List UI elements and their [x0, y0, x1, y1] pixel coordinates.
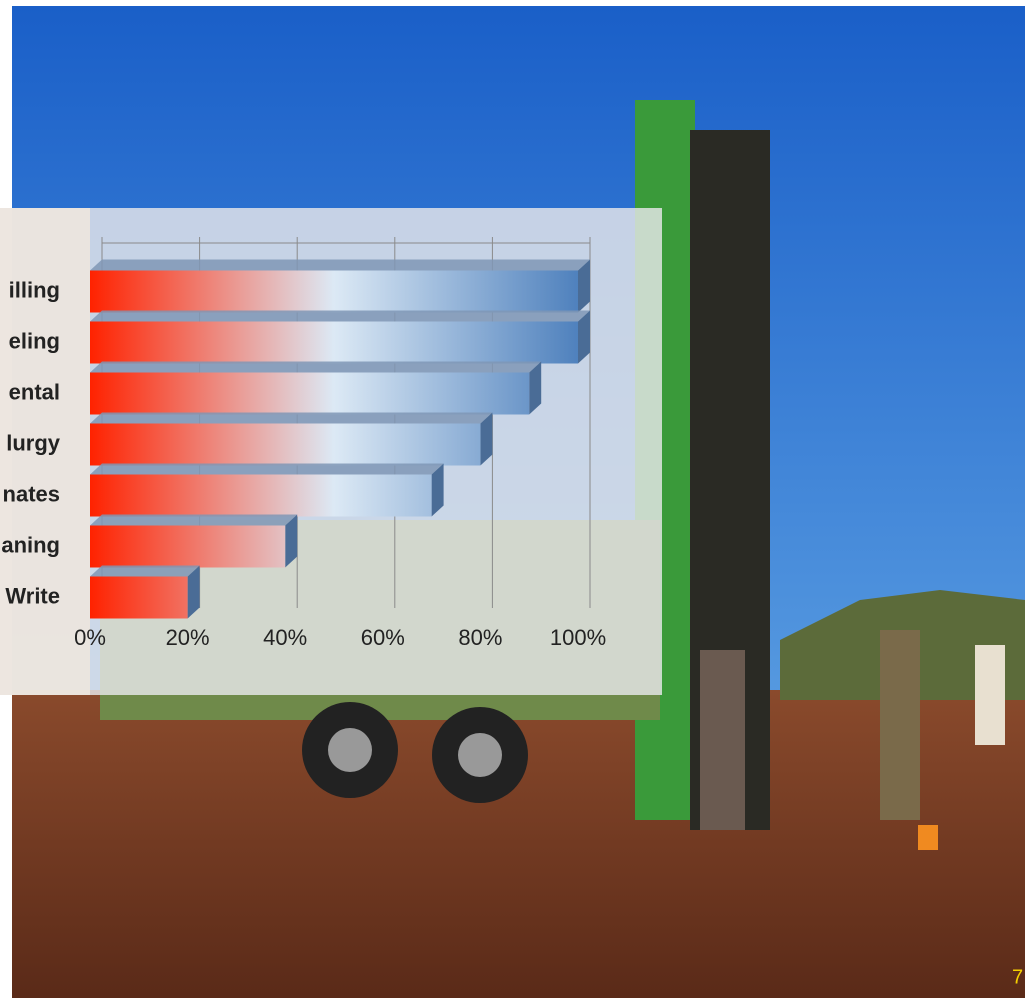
bar-top — [90, 259, 590, 271]
bar-side — [480, 412, 493, 466]
slide-number: 7 — [1012, 966, 1023, 988]
bar — [90, 270, 578, 313]
bar-top — [90, 463, 444, 475]
bar-side — [529, 361, 542, 415]
bar-side — [285, 514, 298, 568]
y-tick-label: eling — [9, 328, 60, 353]
x-tick-label: 80% — [458, 625, 502, 650]
bar-top — [90, 565, 200, 577]
x-tick-label: 40% — [263, 625, 307, 650]
bar — [90, 474, 432, 517]
y-tick-label: Write — [5, 583, 60, 608]
bar — [90, 372, 530, 415]
x-tick-label: 60% — [361, 625, 405, 650]
y-tick-label: aning — [1, 532, 60, 557]
y-tick-label: lurgy — [6, 430, 61, 455]
y-tick-label: nates — [3, 481, 60, 506]
bar-top — [90, 412, 493, 424]
bar — [90, 525, 286, 568]
bar-top — [90, 514, 298, 526]
x-tick-label: 100% — [550, 625, 606, 650]
bar-top — [90, 310, 590, 322]
bar-side — [187, 565, 200, 619]
bar-side — [578, 259, 590, 313]
bar — [90, 321, 578, 364]
bar-side — [578, 310, 590, 364]
x-tick-label: 0% — [74, 625, 106, 650]
bar — [90, 576, 188, 619]
bar — [90, 423, 481, 466]
y-tick-label: ental — [9, 379, 60, 404]
bar-side — [431, 463, 444, 517]
x-tick-label: 20% — [166, 625, 210, 650]
y-tick-label: illing — [9, 277, 60, 302]
bar-top — [90, 361, 542, 373]
